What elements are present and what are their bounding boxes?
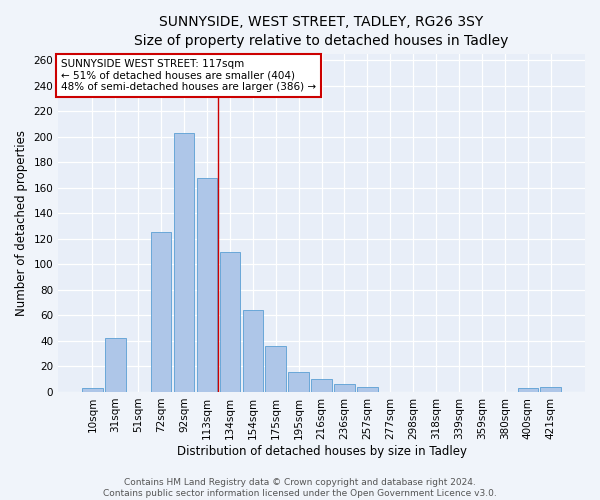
Bar bbox=[220, 252, 240, 392]
Bar bbox=[289, 372, 309, 392]
Bar bbox=[334, 384, 355, 392]
Y-axis label: Number of detached properties: Number of detached properties bbox=[15, 130, 28, 316]
Bar bbox=[105, 338, 125, 392]
Bar bbox=[242, 310, 263, 392]
Bar bbox=[197, 178, 217, 392]
Bar bbox=[82, 388, 103, 392]
Bar bbox=[265, 346, 286, 392]
Bar bbox=[541, 387, 561, 392]
Text: SUNNYSIDE WEST STREET: 117sqm
← 51% of detached houses are smaller (404)
48% of : SUNNYSIDE WEST STREET: 117sqm ← 51% of d… bbox=[61, 59, 316, 92]
X-axis label: Distribution of detached houses by size in Tadley: Distribution of detached houses by size … bbox=[176, 444, 467, 458]
Bar bbox=[311, 379, 332, 392]
Bar bbox=[518, 388, 538, 392]
Bar bbox=[357, 387, 378, 392]
Bar bbox=[174, 133, 194, 392]
Bar bbox=[151, 232, 172, 392]
Text: Contains HM Land Registry data © Crown copyright and database right 2024.
Contai: Contains HM Land Registry data © Crown c… bbox=[103, 478, 497, 498]
Title: SUNNYSIDE, WEST STREET, TADLEY, RG26 3SY
Size of property relative to detached h: SUNNYSIDE, WEST STREET, TADLEY, RG26 3SY… bbox=[134, 15, 509, 48]
